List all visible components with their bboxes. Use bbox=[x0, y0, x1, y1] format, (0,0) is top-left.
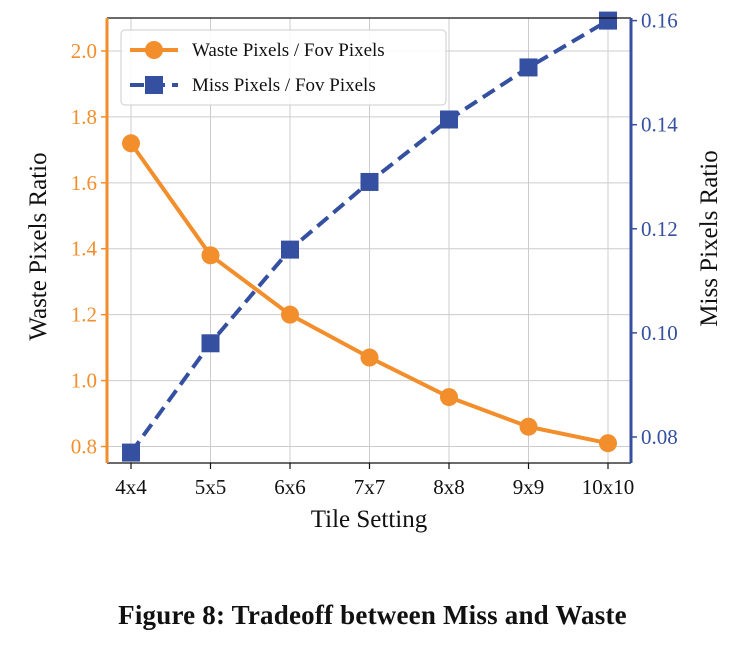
legend-waste-label: Waste Pixels / Fov Pixels bbox=[192, 40, 385, 61]
miss-series-point bbox=[281, 240, 299, 259]
miss-series-point bbox=[599, 11, 617, 30]
waste-series-point bbox=[519, 417, 538, 436]
x-tick-label: 8x8 bbox=[433, 475, 465, 499]
x-axis-title: Tile Setting bbox=[311, 506, 428, 533]
x-tick-label: 10x10 bbox=[582, 475, 635, 499]
right-y-axis-title: Miss Pixels Ratio bbox=[696, 150, 723, 326]
tradeoff-chart: 4x4 5x5 6x6 7x7 8x8 9x9 10x10 0.8 1.0 1.2 1.4 1.6 1.… bbox=[25, 9, 723, 533]
legend-box bbox=[120, 29, 447, 106]
axes: 4x4 5x5 6x6 7x7 8x8 9x9 10x10 0.8 1.0 1.2 1.4 1.6 1.… bbox=[25, 9, 723, 533]
waste-series-point bbox=[599, 434, 617, 453]
miss-series-point bbox=[201, 334, 220, 353]
right-y-tick-label: 0.16 bbox=[641, 9, 678, 33]
left-y-tick-label: 1.8 bbox=[71, 105, 97, 129]
waste-series-point bbox=[281, 305, 299, 324]
x-tick-label: 4x4 bbox=[115, 475, 147, 499]
figure-caption: Figure 8: Tradeoff between Miss and Wast… bbox=[118, 600, 627, 630]
miss-series-point bbox=[360, 172, 379, 191]
right-y-tick-label: 0.12 bbox=[641, 217, 678, 241]
left-y-tick-label: 1.2 bbox=[71, 303, 97, 327]
miss-series-point bbox=[440, 110, 458, 129]
x-tick-label: 9x9 bbox=[513, 475, 545, 499]
legend: Waste Pixels / Fov Pixels Miss Pixels / F… bbox=[120, 29, 447, 106]
waste-series-point bbox=[122, 134, 140, 153]
series-layer bbox=[122, 11, 617, 462]
left-y-tick-label: 0.8 bbox=[71, 435, 97, 459]
left-y-axis-title: Waste Pixels Ratio bbox=[25, 152, 52, 340]
x-tick-label: 7x7 bbox=[354, 475, 386, 499]
miss-series-point bbox=[122, 443, 140, 462]
waste-series-point bbox=[360, 348, 379, 367]
left-y-tick-label: 2.0 bbox=[71, 39, 97, 63]
left-y-tick-label: 1.0 bbox=[71, 369, 97, 393]
legend-waste-marker bbox=[145, 41, 163, 59]
x-tick-label: 6x6 bbox=[274, 475, 306, 499]
left-y-tick-label: 1.4 bbox=[71, 237, 98, 261]
waste-series-point bbox=[440, 388, 458, 407]
right-y-tick-label: 0.08 bbox=[641, 425, 678, 449]
x-tick-label: 5x5 bbox=[195, 475, 227, 499]
miss-series-point bbox=[519, 58, 538, 77]
waste-series-point bbox=[201, 246, 220, 265]
legend-miss-marker bbox=[145, 76, 163, 94]
legend-miss-label: Miss Pixels / Fov Pixels bbox=[192, 75, 376, 96]
right-y-tick-label: 0.10 bbox=[641, 321, 678, 345]
left-y-tick-label: 1.6 bbox=[71, 171, 97, 195]
right-y-tick-label: 0.14 bbox=[641, 113, 678, 137]
